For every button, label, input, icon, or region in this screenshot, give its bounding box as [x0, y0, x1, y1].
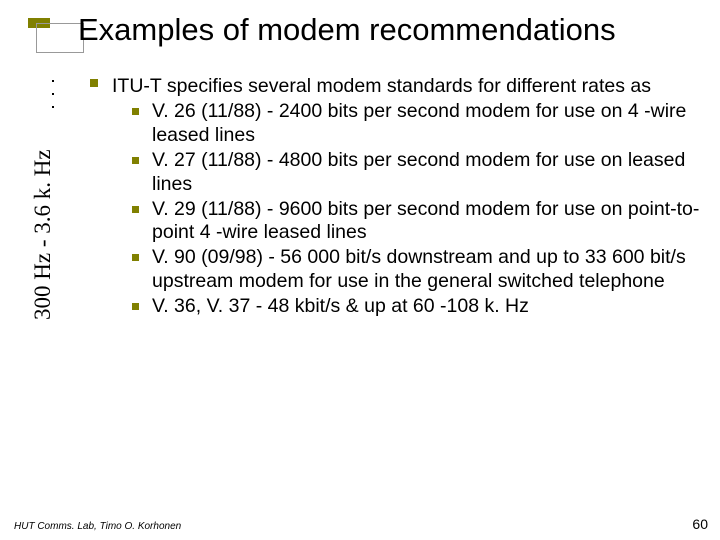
list-item: V. 26 (11/88) - 2400 bits per second mod…: [132, 100, 702, 148]
bullet-icon: [132, 303, 139, 310]
bullet-icon: [132, 108, 139, 115]
bullet-icon: [132, 157, 139, 164]
list-item: V. 36, V. 37 - 48 kbit/s & up at 60 -108…: [132, 295, 702, 319]
list-item-text: V. 27 (11/88) - 4800 bits per second mod…: [152, 149, 685, 195]
list-item-text: V. 36, V. 37 - 48 kbit/s & up at 60 -108…: [152, 295, 529, 317]
slide: Examples of modem recommendations ITU-T …: [0, 0, 720, 540]
list-item-text: V. 29 (11/88) - 9600 bits per second mod…: [152, 198, 699, 244]
decor-outline-rect: [36, 23, 84, 53]
list-item: V. 29 (11/88) - 9600 bits per second mod…: [132, 198, 702, 246]
list-item: V. 27 (11/88) - 4800 bits per second mod…: [132, 149, 702, 197]
content-block: ITU-T specifies several modem standards …: [90, 75, 702, 319]
bullet-icon: [132, 254, 139, 261]
bullet-icon: [132, 206, 139, 213]
vertical-dots-decor: [52, 80, 54, 108]
sub-list: V. 26 (11/88) - 2400 bits per second mod…: [132, 100, 702, 318]
lead-text: ITU-T specifies several modem standards …: [112, 75, 702, 98]
bullet-icon: [90, 79, 98, 87]
slide-title: Examples of modem recommendations: [78, 12, 616, 48]
list-item-text: V. 26 (11/88) - 2400 bits per second mod…: [152, 100, 686, 146]
side-vertical-label: 300 Hz - 3.6 k. Hz: [30, 149, 56, 320]
list-item-text: V. 90 (09/98) - 56 000 bit/s downstream …: [152, 246, 686, 292]
list-item: V. 90 (09/98) - 56 000 bit/s downstream …: [132, 246, 702, 294]
page-number: 60: [692, 516, 708, 532]
footer-text: HUT Comms. Lab, Timo O. Korhonen: [14, 521, 181, 532]
